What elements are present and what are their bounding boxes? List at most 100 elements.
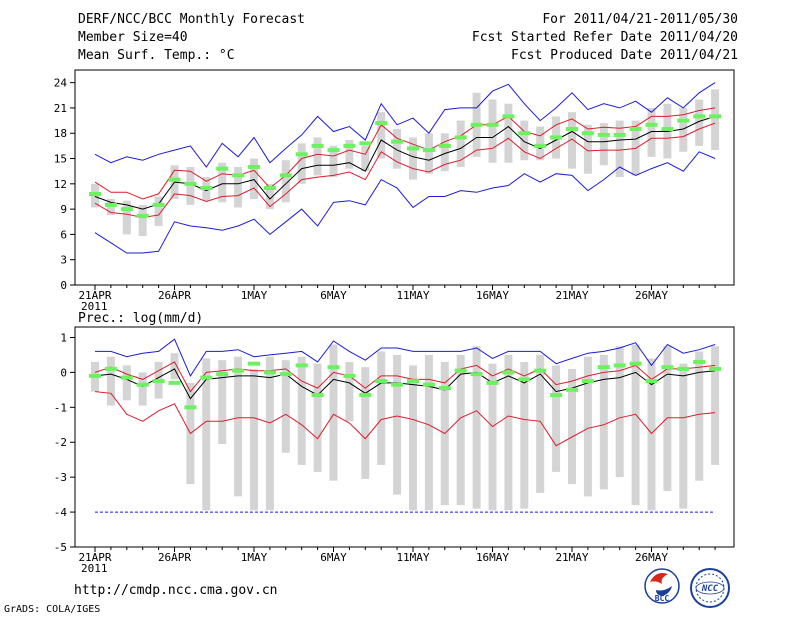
temperature-markers <box>89 114 722 218</box>
green-marker <box>645 379 658 384</box>
range-bar <box>409 365 417 511</box>
green-marker <box>279 173 292 178</box>
range-bar <box>488 363 497 511</box>
y-tick-label: -3 <box>54 471 67 484</box>
y-tick-label: 0 <box>60 366 67 379</box>
grads-credit: GrADS: COLA/IGES <box>4 604 101 615</box>
y-tick-label: -5 <box>54 541 67 554</box>
x-tick-label: 11MAY <box>396 289 429 302</box>
green-marker <box>502 370 515 375</box>
x-tick-label: 6MAY <box>320 289 347 302</box>
green-marker <box>184 181 197 186</box>
range-bar <box>424 133 433 174</box>
green-marker <box>343 143 356 148</box>
green-marker <box>168 177 181 182</box>
green-marker <box>550 135 563 140</box>
range-bar <box>297 143 306 184</box>
green-marker <box>581 379 594 384</box>
range-bar <box>536 354 545 493</box>
green-marker <box>597 132 610 137</box>
green-marker <box>454 368 467 373</box>
range-bar <box>265 356 274 511</box>
green-marker <box>422 148 435 153</box>
range-bar <box>504 354 513 511</box>
green-marker <box>311 143 324 148</box>
green-marker <box>470 372 483 377</box>
green-marker <box>550 393 563 398</box>
green-marker <box>263 186 276 191</box>
upper-spread-line <box>94 361 716 393</box>
range-bar <box>122 200 131 235</box>
green-marker <box>184 405 197 410</box>
range-bar <box>234 356 243 497</box>
fcst-started-refer-date: Fcst Started Refer Date 2011/04/20 <box>471 30 738 45</box>
y-tick-label: 24 <box>54 77 68 90</box>
green-marker <box>359 393 372 398</box>
x-tick-label: 1MAY <box>241 289 268 302</box>
ncc-logo-text: NCC <box>701 584 719 594</box>
range-bar <box>695 99 704 146</box>
x-tick-label: 21APR <box>78 289 111 302</box>
green-marker <box>359 141 372 146</box>
range-bar <box>234 166 243 208</box>
range-bar <box>377 112 386 159</box>
y-tick-label: 15 <box>54 153 67 166</box>
green-marker <box>89 373 101 378</box>
y-tick-label: 6 <box>60 228 67 241</box>
green-marker <box>486 122 499 127</box>
x-year-label: 2011 <box>81 300 108 313</box>
green-marker <box>104 202 117 207</box>
x-year-label: 2011 <box>81 562 108 575</box>
range-bar <box>568 368 576 485</box>
green-marker <box>407 379 419 384</box>
source-url[interactable]: http://cmdp.ncc.cma.gov.cn <box>74 583 278 598</box>
range-bar <box>377 351 386 465</box>
green-marker <box>327 365 340 370</box>
green-marker <box>709 114 722 119</box>
ncc-logo: NCC <box>690 568 730 608</box>
range-bar <box>106 356 115 406</box>
range-bar <box>265 183 274 210</box>
range-bar <box>711 89 720 151</box>
green-marker <box>232 368 245 373</box>
green-marker <box>311 393 324 398</box>
range-bar <box>599 354 608 490</box>
green-marker <box>597 365 610 370</box>
x-tick-label: 11MAY <box>396 551 429 564</box>
y-tick-label: 18 <box>54 127 67 140</box>
green-marker <box>709 366 722 371</box>
green-marker <box>518 377 531 382</box>
green-marker <box>136 382 149 387</box>
green-marker <box>661 127 674 132</box>
green-marker <box>534 368 547 373</box>
x-tick-label: 26APR <box>158 289 191 302</box>
green-marker <box>391 382 404 387</box>
green-marker <box>327 148 340 153</box>
range-bar <box>106 199 115 216</box>
y-tick-label: 1 <box>60 331 67 344</box>
x-tick-label: 26MAY <box>635 289 668 302</box>
green-marker <box>518 131 531 136</box>
green-marker <box>613 132 626 137</box>
green-marker <box>645 122 658 127</box>
green-marker <box>422 382 435 387</box>
range-bar <box>631 344 640 506</box>
range-bar <box>138 372 147 406</box>
green-marker <box>104 366 117 371</box>
range-bar <box>520 361 529 509</box>
green-marker <box>168 380 181 385</box>
range-bar <box>679 363 688 509</box>
green-marker <box>295 363 308 368</box>
green-marker <box>375 121 388 126</box>
range-bar <box>122 365 131 401</box>
green-marker <box>677 118 690 123</box>
range-bar <box>679 107 688 152</box>
range-bar <box>218 360 227 444</box>
range-bar <box>154 196 163 226</box>
precipitation-x-axis: 21APR 26APR 1MAY 6MAY 11MAY 16MAY 21MAY 26MAY 20… <box>78 547 716 575</box>
range-bar <box>536 126 545 161</box>
y-tick-label: 0 <box>60 279 67 292</box>
green-marker <box>502 114 515 119</box>
range-bar <box>393 129 402 169</box>
x-tick-label: 1MAY <box>241 551 268 564</box>
